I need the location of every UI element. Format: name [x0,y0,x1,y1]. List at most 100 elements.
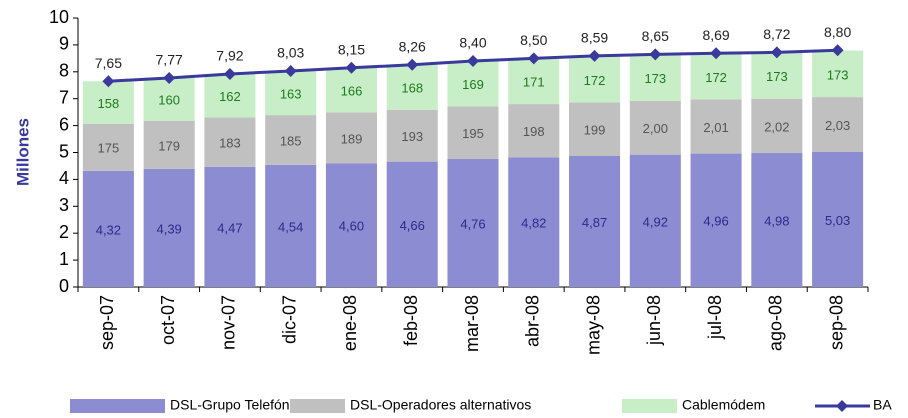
line-marker [223,67,236,80]
bar [751,153,803,287]
bar [447,106,499,159]
bar [569,102,621,156]
bar-value-label: 2,00 [643,121,668,136]
x-tick-label: feb-08 [401,295,421,346]
line-value-label: 8,40 [459,35,486,51]
bar [325,112,377,164]
bar-value-label: 172 [705,70,727,85]
bar-value-label: 172 [584,73,606,88]
legend-label: DSL-Grupo Telefónica [170,397,308,413]
bar-value-label: 4,87 [582,215,607,230]
y-tick-label: 1 [59,249,69,269]
line-marker [588,49,601,62]
bar [82,123,134,171]
y-tick-label: 5 [59,141,69,161]
line-value-label: 8,72 [763,26,790,42]
bar-value-label: 158 [98,96,120,111]
line-value-label: 8,69 [702,27,729,43]
bar [325,163,377,287]
x-tick-label: mar-08 [462,295,482,352]
line-value-label: 8,65 [642,28,669,44]
bar-value-label: 185 [280,133,302,148]
line-marker [831,44,844,57]
legend-swatch [290,399,345,413]
y-tick-label: 0 [59,276,69,296]
x-tick-label: ago-08 [766,295,786,351]
y-tick-label: 8 [59,61,69,81]
y-axis-label: Millones [13,118,32,186]
legend-marker [836,400,848,412]
line-marker [163,71,176,84]
bar [629,54,681,101]
line-value-label: 8,59 [581,30,608,46]
bar [204,117,256,167]
bar [386,64,438,110]
y-tick-label: 9 [59,34,69,54]
x-tick-label: sep-08 [826,295,846,350]
bar-value-label: 162 [219,89,241,104]
line-marker [770,46,783,59]
y-tick-label: 6 [59,114,69,134]
bar-value-label: 4,60 [339,219,364,234]
bar [812,50,864,98]
y-tick-label: 4 [59,168,69,188]
bar [508,58,560,105]
line-marker [102,75,115,88]
line-value-label: 8,03 [277,45,304,61]
x-tick-label: may-08 [583,295,603,355]
bar-value-label: 4,39 [156,221,181,236]
bar [812,97,864,152]
x-tick-label: nov-07 [219,295,239,350]
bar-value-label: 173 [766,69,788,84]
bar [386,109,438,162]
line-marker [649,48,662,61]
bar-value-label: 5,03 [825,213,850,228]
bar-value-label: 173 [827,67,849,82]
bar [82,170,134,287]
bar [569,56,621,103]
bar [569,155,621,287]
bar [204,73,256,118]
line-value-label: 7,77 [156,52,183,68]
bar [82,81,134,124]
bar-value-label: 2,03 [825,118,850,133]
x-tick-label: sep-07 [97,295,117,350]
x-tick-label: ene-08 [340,295,360,351]
line-marker [527,52,540,65]
bar-value-label: 171 [523,75,545,90]
line-marker [284,64,297,77]
bar-value-label: 173 [644,71,666,86]
x-tick-label: oct-07 [158,295,178,345]
bar-value-label: 166 [341,84,363,99]
bar-value-label: 4,96 [703,214,728,229]
line-value-label: 8,50 [520,32,547,48]
bar [690,53,742,100]
bar [629,100,681,155]
bar [812,151,864,287]
line-value-label: 8,26 [399,39,426,55]
bar-value-label: 198 [523,124,545,139]
bar-value-label: 183 [219,136,241,151]
bar-value-label: 4,66 [400,218,425,233]
legend-label: DSL-Operadores alternativos [350,397,531,413]
bar-value-label: 160 [158,93,180,108]
bar [690,99,742,154]
bar [751,98,803,154]
line-marker [406,58,419,71]
y-tick-label: 10 [49,7,69,27]
bar [204,166,256,287]
line-value-label: 7,65 [95,55,122,71]
bar [325,67,377,113]
bar-value-label: 4,54 [278,219,303,234]
bar-value-label: 195 [462,126,484,141]
line-value-label: 7,92 [216,48,243,64]
y-tick-label: 2 [59,222,69,242]
bar [690,153,742,287]
x-tick-label: abr-08 [523,295,543,347]
bar-value-label: 4,82 [521,216,546,231]
bar-value-label: 4,92 [643,214,668,229]
x-tick-label: jun-08 [644,295,664,346]
y-tick-label: 7 [59,87,69,107]
x-tick-label: jul-08 [705,295,725,340]
